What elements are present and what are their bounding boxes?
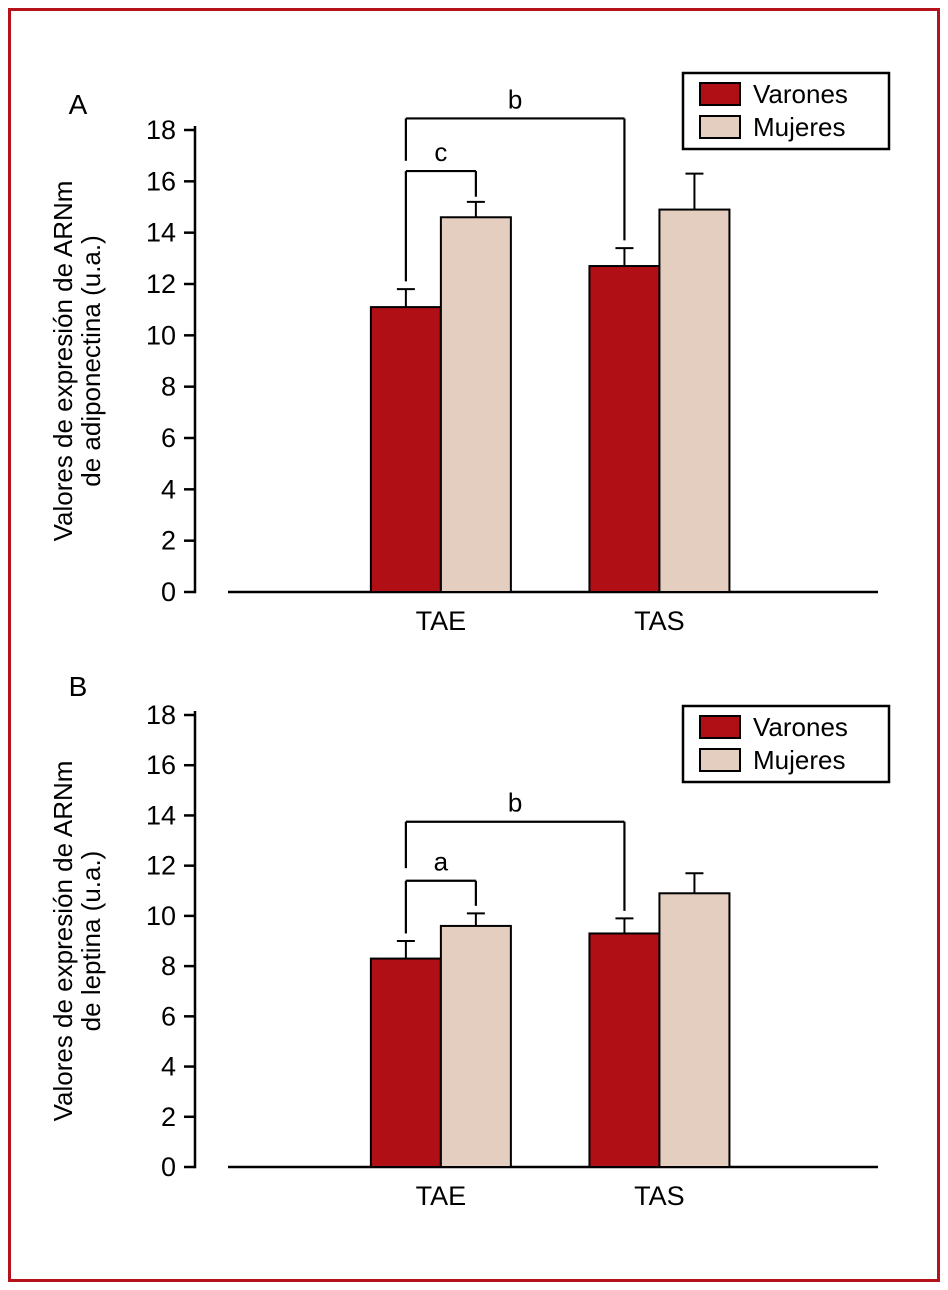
bar-mujeres-tas [658,208,731,593]
x-category-label: TAE [416,1181,467,1211]
y-tick-label: 0 [161,577,176,607]
y-tick-label: 14 [146,800,176,830]
y-tick-label: 16 [146,750,176,780]
legend-swatch-varones [699,82,741,106]
y-tick-label: 12 [146,851,176,881]
x-category-label: TAS [634,606,685,636]
x-category-label: TAE [416,606,467,636]
y-tick-label: 18 [146,700,176,730]
y-tick-label: 6 [161,1001,176,1031]
bar-varones-tae [369,957,442,1169]
bar-mujeres-tae [439,216,512,593]
y-tick-label: 2 [161,1102,176,1132]
y-tick-label: 0 [161,1152,176,1182]
legend-swatch-mujeres [699,748,741,772]
x-category-label: TAS [634,1181,685,1211]
legend-label: Mujeres [753,112,845,142]
y-tick-label: 2 [161,526,176,556]
y-tick-label: 8 [161,372,176,402]
panel-label: B [69,671,88,702]
y-axis-label-line: Valores de expresión de ARNm [48,761,78,1122]
panel-label: A [69,89,88,120]
bar-varones-tas [588,265,661,594]
y-tick-label: 4 [161,1052,176,1082]
bar-mujeres-tae [439,924,512,1168]
y-tick-label: 14 [146,218,176,248]
bar-varones-tas [588,932,661,1169]
y-tick-label: 10 [146,320,176,350]
y-tick-label: 16 [146,166,176,196]
legend-label: Varones [753,79,848,109]
bar-varones-tae [369,306,442,593]
significance-label: a [434,847,449,877]
y-tick-label: 6 [161,423,176,453]
y-tick-label: 10 [146,901,176,931]
panel-b: B Valores de expresión de ARNm de leptina … [20,648,928,1278]
y-tick-label: 18 [146,115,176,145]
y-tick-label: 8 [161,951,176,981]
y-tick-label: 12 [146,269,176,299]
y-axis-label-line: Valores de expresión de ARNm [48,181,78,542]
y-tick-label: 4 [161,474,176,504]
y-axis-label-line: de adiponectina (u.a.) [76,235,106,487]
bar-mujeres-tas [658,892,731,1169]
significance-label: b [508,84,522,114]
panel-a: A Valores de expresión de ARNm de adiponec… [20,70,928,695]
significance-label: b [508,788,522,818]
legend-label: Mujeres [753,745,845,775]
legend-swatch-mujeres [699,115,741,139]
y-axis-label-line: de leptina (u.a.) [76,851,106,1032]
legend-label: Varones [753,712,848,742]
legend-swatch-varones [699,715,741,739]
significance-label: c [434,137,447,167]
